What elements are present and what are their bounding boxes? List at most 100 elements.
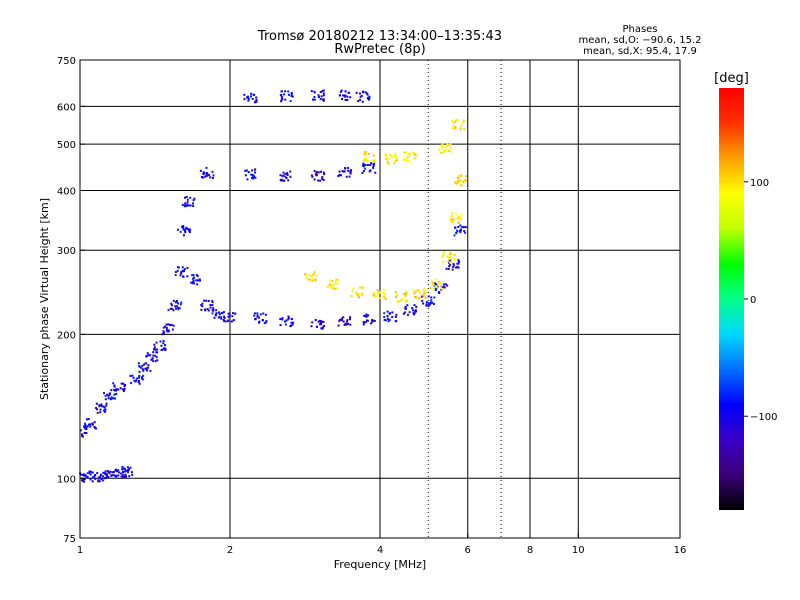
data-point — [211, 309, 214, 312]
data-point — [372, 319, 375, 322]
data-point — [243, 93, 246, 96]
data-point — [114, 388, 117, 391]
data-point — [123, 470, 126, 473]
data-point — [252, 177, 255, 180]
data-point — [373, 294, 376, 297]
data-point — [451, 119, 454, 122]
data-point — [384, 298, 387, 301]
data-point — [124, 475, 127, 478]
data-point — [448, 258, 450, 260]
data-point — [455, 212, 458, 215]
data-point — [341, 170, 344, 173]
data-point — [103, 410, 106, 413]
data-point — [124, 473, 127, 476]
data-point — [286, 174, 289, 176]
data-point — [321, 176, 324, 178]
data-point — [285, 319, 288, 322]
data-point — [129, 466, 132, 469]
data-point — [209, 176, 212, 179]
data-point — [316, 325, 318, 328]
data-point — [184, 204, 187, 207]
data-point — [290, 92, 293, 94]
data-point — [452, 125, 455, 128]
data-point — [84, 425, 87, 428]
data-point — [246, 178, 249, 181]
data-point — [462, 121, 465, 124]
data-point — [141, 368, 144, 371]
data-point — [460, 124, 463, 127]
data-point — [140, 366, 143, 369]
data-point — [146, 352, 149, 355]
data-point — [361, 286, 364, 289]
data-point — [313, 98, 316, 101]
data-point — [287, 179, 290, 182]
data-point — [304, 273, 307, 276]
data-point — [374, 295, 377, 298]
data-point — [154, 360, 157, 363]
data-point — [342, 316, 345, 319]
data-point — [446, 255, 449, 258]
data-point — [364, 167, 367, 170]
data-point — [318, 323, 321, 326]
data-point — [362, 163, 365, 166]
data-point — [461, 226, 464, 229]
data-point — [167, 330, 170, 333]
data-point — [132, 376, 135, 379]
data-point — [245, 169, 248, 172]
data-point — [205, 299, 208, 302]
data-point — [383, 316, 386, 318]
data-point — [361, 292, 364, 295]
data-point — [350, 295, 353, 298]
data-point — [121, 476, 124, 478]
data-point — [105, 475, 108, 478]
data-point — [107, 394, 110, 397]
data-point — [350, 169, 353, 172]
data-point — [122, 471, 124, 474]
data-point — [167, 323, 170, 326]
data-point — [365, 157, 367, 159]
data-point — [227, 312, 230, 315]
data-point — [414, 310, 416, 313]
data-point — [98, 405, 101, 408]
data-point — [360, 94, 363, 97]
data-point — [450, 252, 453, 255]
data-point — [462, 181, 465, 184]
data-point — [234, 312, 237, 315]
data-point — [204, 309, 207, 312]
data-point — [401, 297, 404, 300]
data-point — [451, 268, 454, 271]
data-point — [458, 174, 461, 177]
data-point — [371, 159, 374, 162]
data-point — [359, 92, 361, 95]
data-point — [329, 279, 331, 282]
data-point — [107, 397, 110, 400]
data-point — [395, 319, 398, 322]
data-point — [442, 285, 445, 288]
data-point — [440, 151, 443, 154]
data-point — [101, 475, 104, 478]
data-point — [453, 257, 456, 260]
data-point — [447, 267, 450, 270]
data-point — [153, 346, 156, 349]
data-point — [358, 293, 361, 296]
data-point — [427, 295, 430, 298]
data-point — [131, 374, 134, 377]
data-point — [187, 228, 190, 231]
axis-ticks: 1 2 4 6 8 10 16 75 100 200 300 400 500 600 750 — [57, 56, 686, 556]
data-point — [162, 331, 165, 334]
data-point — [175, 307, 177, 310]
data-point — [387, 320, 390, 323]
data-point — [368, 98, 370, 101]
data-point — [459, 184, 462, 187]
data-point — [460, 179, 463, 182]
data-point — [185, 196, 188, 198]
data-point — [289, 175, 292, 178]
data-point — [322, 94, 325, 97]
data-point — [365, 160, 368, 163]
data-point — [345, 175, 348, 178]
data-point — [155, 341, 158, 344]
y-tick-label: 100 — [57, 474, 76, 485]
data-point — [405, 292, 408, 295]
data-point — [99, 411, 102, 414]
data-point — [138, 375, 140, 378]
